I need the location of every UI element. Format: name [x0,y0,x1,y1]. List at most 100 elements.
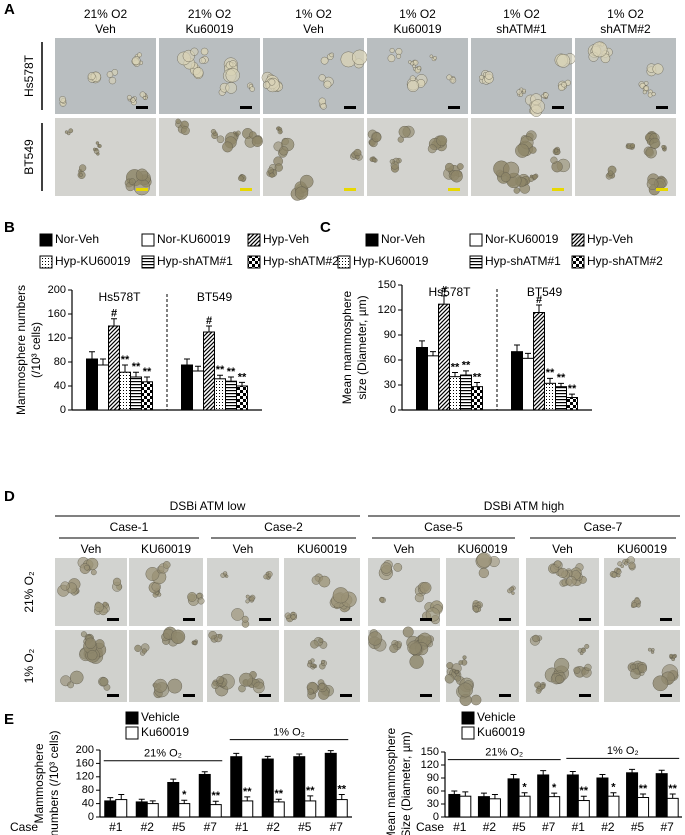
error-bar [451,790,458,795]
cell [294,186,309,200]
cell [647,647,652,652]
cell [269,172,275,178]
cell [142,96,147,100]
cell [530,99,545,114]
error-bar [275,798,282,802]
x-tick-label: #5 [172,820,186,834]
bar [637,797,650,818]
cell [99,677,109,687]
cell [126,94,132,100]
legend-label: Hyp-shATM#1 [485,254,561,268]
legend-swatch [571,233,585,247]
micrograph [444,630,519,707]
bar [198,773,211,818]
cell [429,54,434,58]
micrograph [159,38,260,114]
significance-mark: ** [568,383,577,395]
cell [528,176,534,182]
cell [449,77,457,84]
legend-swatch [39,255,53,269]
column-label: Ku60019 [393,22,441,36]
bar [548,796,561,818]
y-tick-label: 60 [384,354,396,366]
significance-mark: # [111,308,117,320]
x-tick-label: #1 [572,820,586,834]
error-bar [327,750,334,754]
cell [79,164,87,172]
legend-swatch [125,711,139,725]
cell [645,146,657,159]
cell [131,56,141,66]
legend-label: Hyp-Veh [263,232,309,246]
cell [106,71,114,78]
cell [579,651,584,655]
cell [67,681,74,689]
y-tick-label: 90 [384,329,396,341]
cell [624,561,629,566]
cell [180,126,190,136]
error-bar [569,393,575,398]
scale-bar [240,188,252,191]
bar [181,364,193,411]
condition-label: KU60019 [297,542,347,556]
error-bar [580,795,587,801]
micrograph [261,38,368,114]
significance-mark: ** [227,366,236,378]
x-tick-label: #5 [298,820,312,834]
cell [225,82,237,94]
cell [190,47,199,56]
cell [87,649,98,661]
cell [484,71,494,80]
cell [412,64,416,69]
x-tick-label: #5 [512,820,526,834]
bar [241,800,254,818]
legend-swatch [125,726,139,740]
legend-label: Nor-KU60019 [485,232,559,246]
significance-mark: ** [546,367,555,379]
error-bar [599,774,606,778]
legend-label: Ku60019 [141,725,189,739]
legend-label: Hyp-Veh [587,232,633,246]
bar [115,799,128,818]
error-bar [474,382,480,387]
cell [170,629,186,644]
error-bar [463,370,469,375]
cell [310,663,315,668]
cell [522,88,526,93]
error-bar [307,795,314,801]
significance-mark: ** [238,371,247,383]
y-axis-label: Size (Diameter, µm) [399,731,413,835]
cell [225,68,240,83]
micrograph [159,118,263,196]
cell [94,602,104,612]
legend-label: Nor-Veh [55,232,99,246]
error-bar [536,304,542,313]
scale-bar [656,188,668,191]
y-tick-label: 80 [82,784,94,796]
cell [393,563,403,572]
micrograph [471,38,576,117]
scale-bar [420,694,432,697]
error-bar [244,796,251,801]
cell [454,669,459,675]
bar [225,380,237,411]
bar [448,793,461,818]
cell [630,664,636,670]
group-label: 1% O₂ [607,745,639,757]
bar [477,796,490,818]
condition-label: KU60019 [617,542,667,556]
error-bar [144,376,150,382]
error-bar [480,792,487,797]
cell [108,76,117,85]
cell [638,664,647,674]
x-tick-label: #2 [483,820,497,834]
x-tick-label: #2 [267,820,281,834]
significance-mark: ** [451,361,460,373]
x-tick-label: #1 [109,820,123,834]
case-label: Case-2 [264,520,303,534]
cell [368,631,383,646]
error-bar [212,800,219,805]
column-label: 1% O2 [607,7,644,21]
bar [178,803,191,818]
